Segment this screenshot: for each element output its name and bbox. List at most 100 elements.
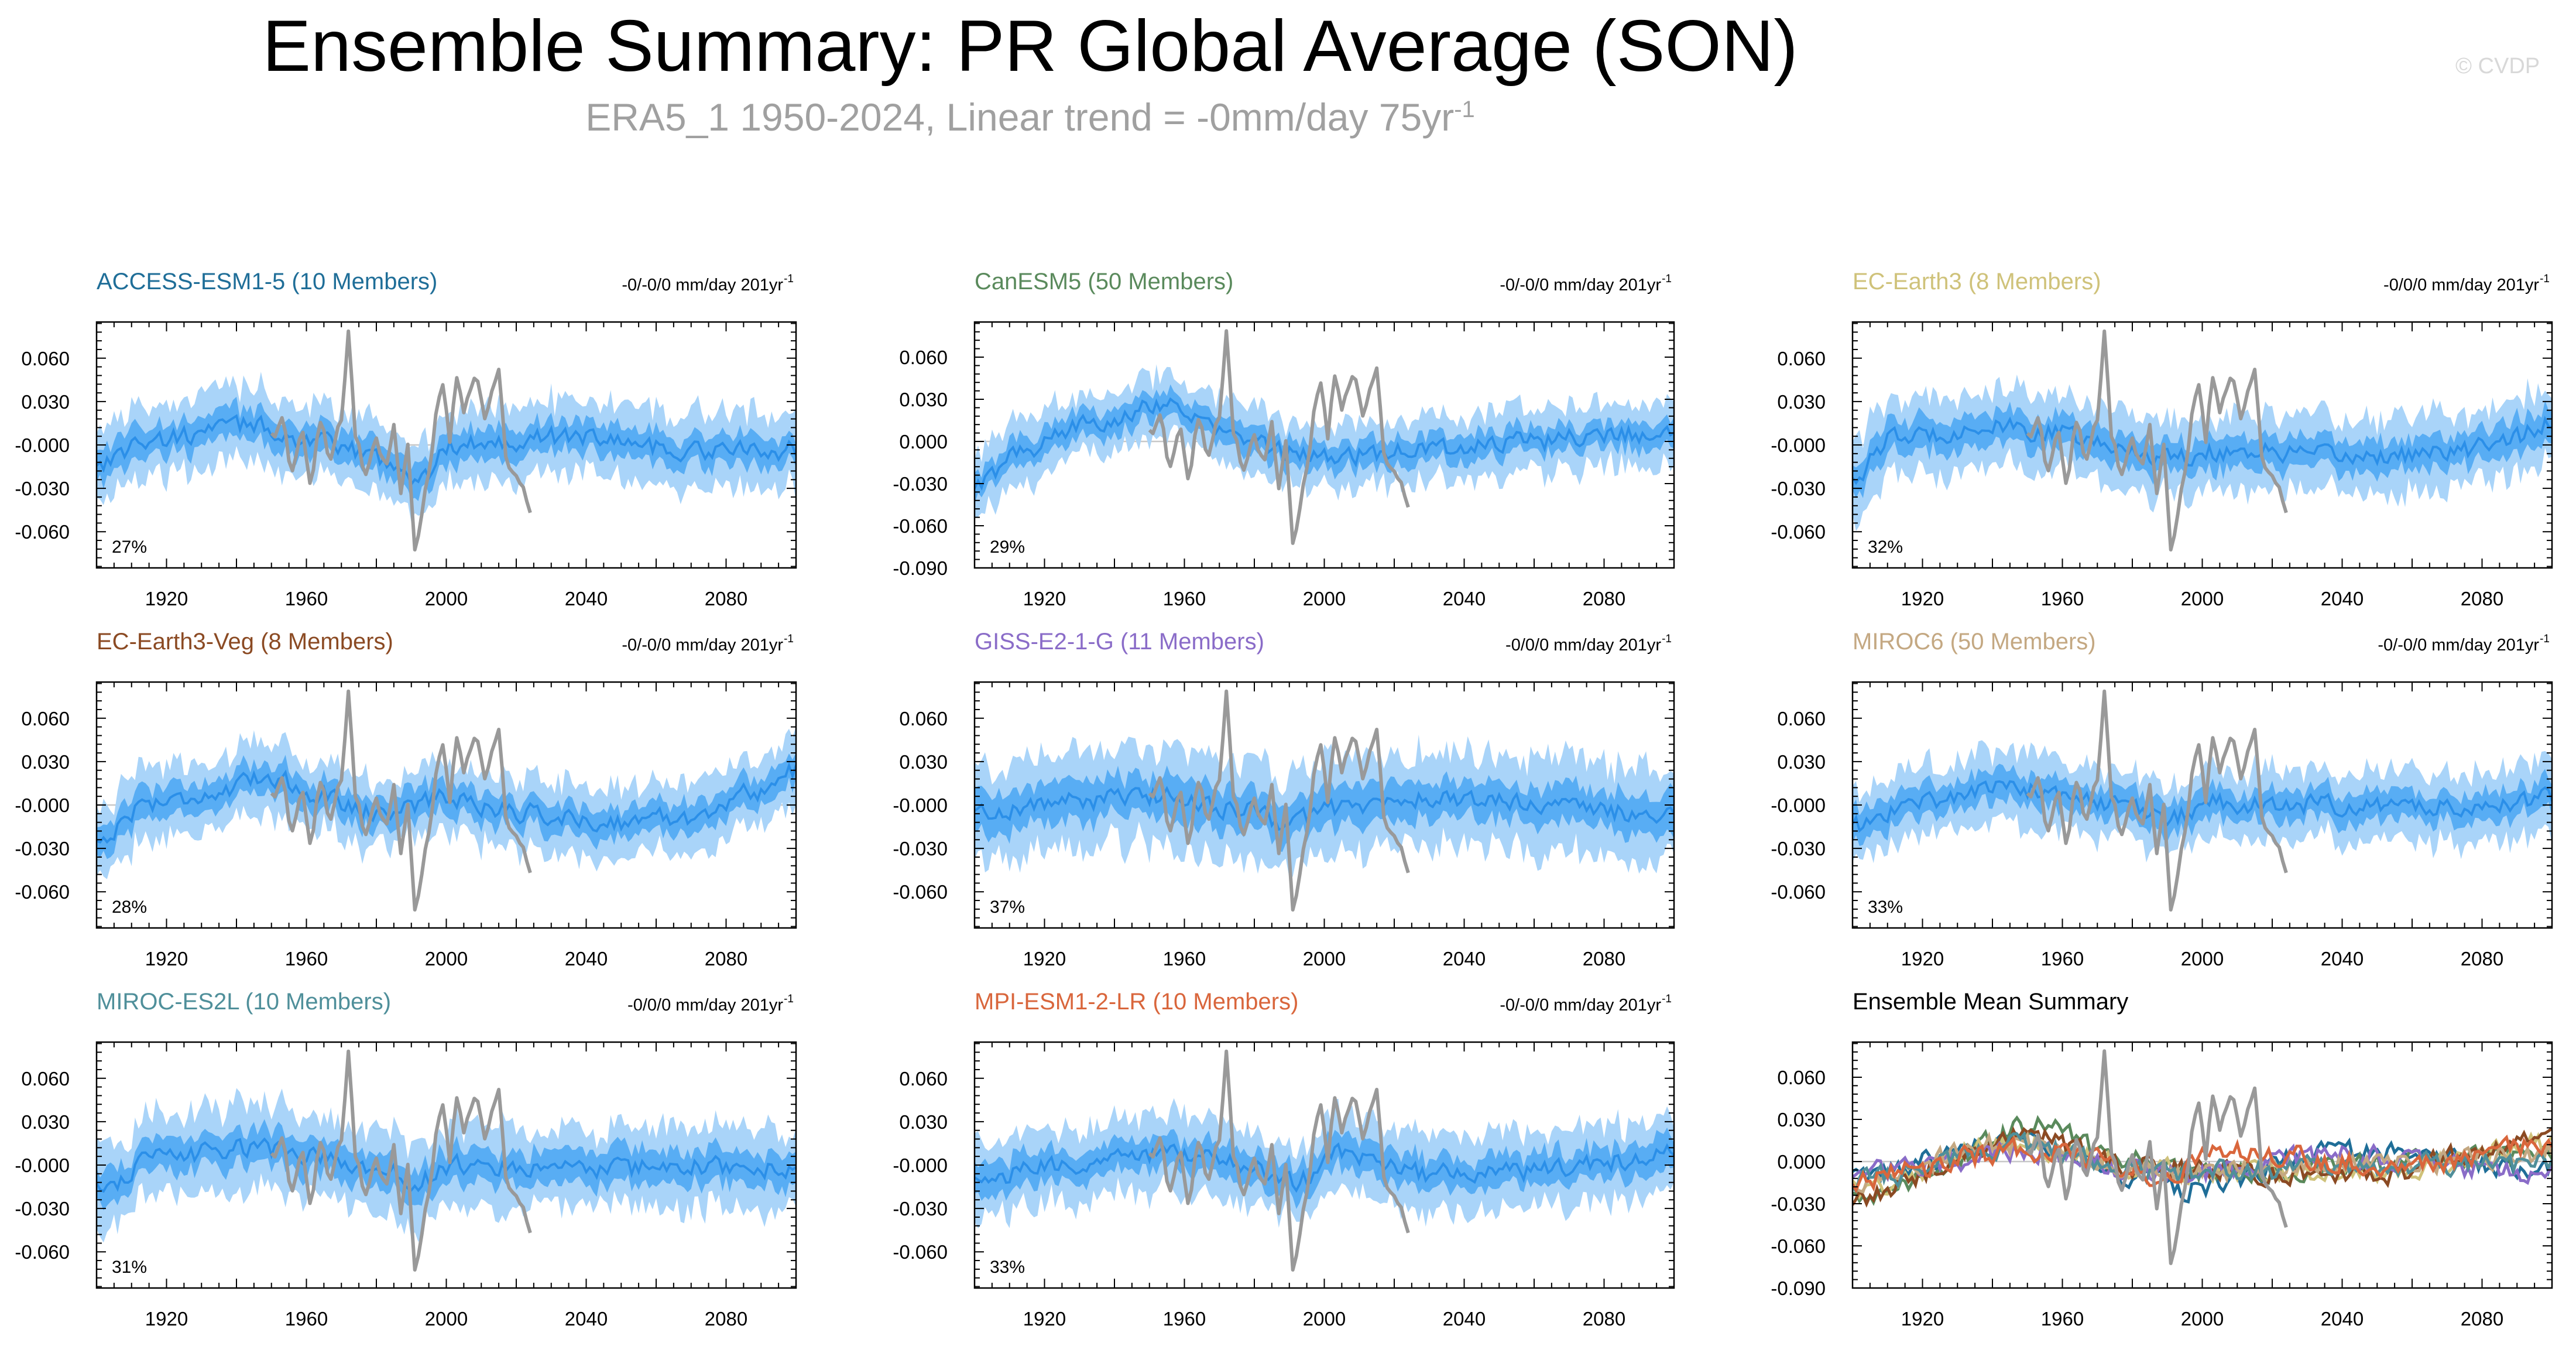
plot-area (97, 1049, 796, 1272)
percent-label: 33% (1868, 898, 1903, 917)
x-tick-label: 1920 (1901, 588, 1944, 609)
plot-area (975, 329, 1674, 545)
x-tick-label: 1960 (1163, 588, 1206, 609)
panel-title: GISS-E2-1-G (11 Members) (975, 629, 1264, 655)
x-tick-label: 1920 (1023, 588, 1066, 609)
panel-title: Ensemble Mean Summary (1853, 989, 2128, 1015)
x-tick-label: 2040 (2321, 1308, 2364, 1330)
x-tick-label: 2080 (2461, 948, 2503, 970)
ensemble-spread-inner (97, 1119, 796, 1211)
y-tick-label: -0.000 (15, 794, 70, 816)
y-tick-label: 0.060 (1777, 1067, 1826, 1088)
trend-label: -0/-0/0 mm/day 201yr (622, 636, 783, 655)
y-tick-label: -0.030 (893, 473, 948, 495)
observation-line (270, 1049, 532, 1272)
observation-line (1148, 1049, 1410, 1272)
trend-superscript: -1 (784, 273, 794, 285)
x-tick-label: 1960 (2041, 1308, 2084, 1330)
y-tick-label: -0.060 (1771, 881, 1826, 903)
panel-title: EC-Earth3 (8 Members) (1853, 269, 2101, 294)
ensemble-spread-inner (975, 765, 1674, 852)
trend-label: -0/0/0 mm/day 201yr (627, 996, 783, 1015)
y-tick-label: -0.000 (15, 434, 70, 456)
y-tick-label: -0.000 (893, 1155, 948, 1176)
y-tick-label: 0.030 (21, 751, 70, 773)
x-tick-label: 1920 (1901, 1308, 1944, 1330)
percent-label: 31% (112, 1258, 147, 1277)
y-tick-label: -0.060 (1771, 1235, 1826, 1257)
percent-label: 33% (990, 1258, 1025, 1277)
observation-line (270, 329, 532, 552)
x-tick-label: 2040 (565, 1308, 608, 1330)
ensemble-mean-line (97, 414, 796, 487)
ensemble-spread-inner (1853, 400, 2552, 499)
trend-label: -0/-0/0 mm/day 201yr (1500, 996, 1661, 1015)
y-tick-label: -0.030 (893, 838, 948, 859)
x-tick-label: 2040 (565, 588, 608, 609)
y-tick-label: 0.060 (21, 348, 70, 369)
y-tick-label: -0.090 (893, 557, 948, 579)
x-tick-label: 1920 (145, 948, 188, 970)
panel-title: MIROC-ES2L (10 Members) (97, 989, 391, 1015)
ensemble-mean-line (975, 786, 1674, 831)
trend-superscript: -1 (784, 633, 794, 645)
y-tick-label: -0.060 (893, 1241, 948, 1263)
panel-title: CanESM5 (50 Members) (975, 269, 1233, 294)
y-tick-label: -0.030 (15, 478, 70, 499)
x-tick-label: 2080 (1583, 588, 1625, 609)
y-tick-label: 0.030 (21, 1111, 70, 1133)
observation-line (1148, 329, 1410, 545)
panel-8: MPI-ESM1-2-LR (10 Members) -0/-0/0 mm/day… (893, 989, 1675, 1330)
subtitle-text: ERA5_1 1950-2024, Linear trend = -0mm/da… (585, 95, 1455, 139)
trend-superscript: -1 (784, 993, 794, 1005)
x-tick-label: 2080 (1583, 1308, 1625, 1330)
plot-area (975, 689, 1674, 912)
ensemble-spread-inner (975, 1127, 1674, 1209)
observation-line (270, 689, 532, 912)
plot-area (1853, 1049, 2552, 1265)
x-tick-label: 2080 (1583, 948, 1625, 970)
y-tick-label: 0.030 (899, 1111, 948, 1133)
ensemble-mean-line (97, 761, 796, 844)
y-tick-label: 0.060 (21, 708, 70, 729)
percent-label: 37% (990, 898, 1025, 917)
x-tick-label: 1920 (1023, 948, 1066, 970)
panel-4: EC-Earth3-Veg (8 Members) -0/-0/0 mm/day … (15, 629, 797, 970)
observation-line (2026, 1049, 2288, 1265)
panel-title: EC-Earth3-Veg (8 Members) (97, 629, 393, 655)
x-tick-label: 1960 (285, 1308, 328, 1330)
trend-label: -0/-0/0 mm/day 201yr (1500, 276, 1661, 294)
panel-title: ACCESS-ESM1-5 (10 Members) (97, 269, 437, 294)
x-tick-label: 1960 (285, 588, 328, 609)
trend-superscript: -1 (1662, 273, 1672, 285)
percent-label: 27% (112, 537, 147, 557)
x-tick-label: 2000 (1303, 588, 1346, 609)
plot-area (1853, 329, 2552, 552)
x-tick-label: 1920 (1023, 1308, 1066, 1330)
x-tick-label: 2080 (705, 948, 747, 970)
x-tick-label: 2000 (425, 588, 468, 609)
y-tick-label: -0.030 (1771, 838, 1826, 859)
trend-superscript: -1 (2540, 633, 2550, 645)
x-tick-label: 1920 (1901, 948, 1944, 970)
y-tick-label: -0.030 (893, 1198, 948, 1220)
page-subtitle: ERA5_1 1950-2024, Linear trend = -0mm/da… (0, 95, 2060, 139)
x-tick-label: 2040 (1443, 948, 1486, 970)
y-tick-label: -0.060 (15, 1241, 70, 1263)
trend-superscript: -1 (2540, 273, 2550, 285)
x-tick-label: 2000 (2181, 588, 2224, 609)
x-tick-label: 2000 (425, 1308, 468, 1330)
observation-line (2026, 329, 2288, 552)
y-tick-label: -0.060 (1771, 521, 1826, 543)
plot-area (97, 689, 796, 912)
x-tick-label: 2040 (2321, 588, 2364, 609)
panel-7: MIROC-ES2L (10 Members) -0/0/0 mm/day 201… (15, 989, 797, 1330)
panel-1: ACCESS-ESM1-5 (10 Members) -0/-0/0 mm/day… (15, 269, 797, 609)
x-tick-label: 2000 (2181, 1308, 2224, 1330)
y-tick-label: 0.030 (21, 391, 70, 413)
percent-label: 32% (1868, 537, 1903, 557)
y-tick-label: 0.060 (1777, 708, 1826, 729)
ensemble-spread-inner (97, 753, 796, 859)
ensemble-mean-line (1853, 780, 2552, 833)
